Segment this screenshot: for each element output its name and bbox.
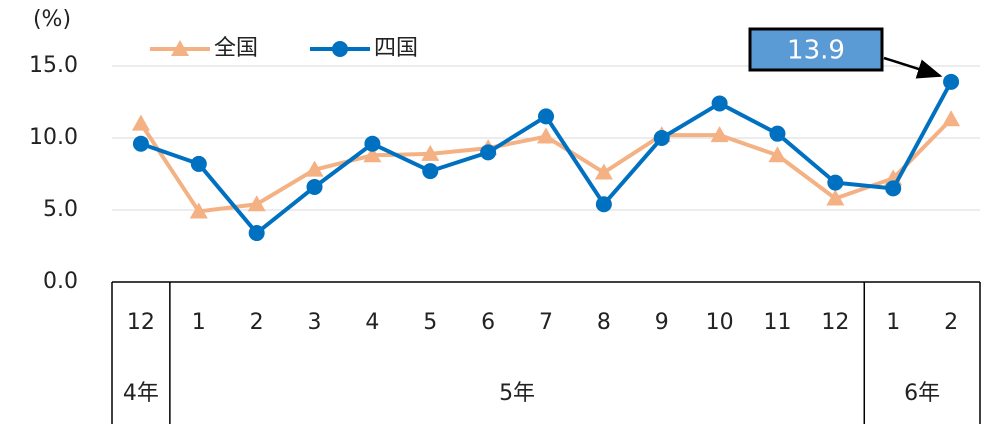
x-tick-label: 4 <box>365 310 379 335</box>
x-tick-label: 7 <box>539 310 553 335</box>
marker <box>132 135 149 152</box>
marker <box>942 110 961 127</box>
marker <box>826 189 845 206</box>
group-label: 4年 <box>123 381 159 406</box>
x-tick-label: 12 <box>127 310 155 335</box>
marker <box>131 114 150 131</box>
marker <box>247 195 266 212</box>
marker <box>885 180 902 197</box>
marker <box>189 202 208 219</box>
x-tick-label: 1 <box>192 310 206 335</box>
marker <box>827 174 844 191</box>
annotation-box <box>748 27 884 72</box>
marker <box>710 126 729 143</box>
marker <box>943 73 960 90</box>
x-tick-label: 8 <box>597 310 611 335</box>
group-label: 6年 <box>904 381 940 406</box>
x-tick-label: 5 <box>423 310 437 335</box>
marker <box>363 146 382 163</box>
marker <box>306 178 323 195</box>
legend-label: 全国 <box>214 36 258 61</box>
marker <box>421 144 440 161</box>
legend-marker <box>171 40 189 56</box>
x-tick-label: 1 <box>886 310 900 335</box>
y-axis-label: (%) <box>33 7 71 32</box>
x-tick-label: 3 <box>308 310 322 335</box>
x-tick-label: 9 <box>655 310 669 335</box>
annotation-arrow <box>883 56 943 79</box>
x-tick-label: 6 <box>481 310 495 335</box>
marker <box>364 135 381 152</box>
marker <box>480 144 497 161</box>
marker <box>422 163 439 180</box>
marker <box>595 196 612 213</box>
legend-marker <box>332 41 348 57</box>
marker <box>653 130 670 146</box>
y-tick-label: 5.0 <box>43 197 78 222</box>
x-tick-label: 10 <box>706 310 734 335</box>
marker <box>538 108 554 125</box>
x-tick-label: 2 <box>250 310 264 335</box>
x-tick-label: 11 <box>763 310 791 335</box>
marker <box>594 163 613 180</box>
marker <box>711 95 728 112</box>
marker <box>305 160 324 177</box>
legend-label: 四国 <box>374 36 418 61</box>
marker <box>768 146 787 163</box>
marker <box>769 125 786 142</box>
y-tick-label: 0.0 <box>43 269 78 294</box>
marker <box>537 127 555 144</box>
group-label: 5年 <box>499 381 535 406</box>
marker <box>190 155 207 172</box>
y-tick-label: 15.0 <box>29 53 78 78</box>
y-tick-label: 10.0 <box>29 125 78 150</box>
x-tick-label: 12 <box>821 310 849 335</box>
x-tick-label: 2 <box>944 310 958 335</box>
marker <box>248 225 265 242</box>
annotation-label: 13.9 <box>787 36 845 66</box>
